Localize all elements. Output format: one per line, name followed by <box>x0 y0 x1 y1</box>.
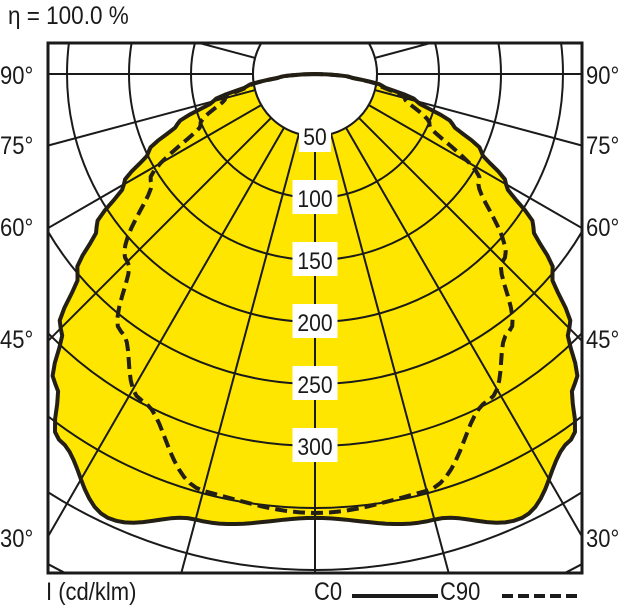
intensity-label-100: 100 <box>297 186 332 213</box>
intensity-label-bg <box>292 304 338 338</box>
intensity-label-50: 50 <box>303 124 326 151</box>
angle-label-left-75: 75° <box>0 132 34 160</box>
angle-label-left-60: 60° <box>0 214 34 242</box>
legend-c90-dashed-swatch <box>502 594 578 598</box>
legend-c0-label: C0 <box>314 578 343 606</box>
intensity-label-bg <box>292 428 338 462</box>
legend-c0-solid-swatch <box>352 594 438 598</box>
intensity-label-300: 300 <box>297 434 332 461</box>
intensity-label-bg <box>292 242 338 276</box>
intensity-labels: 50 100 150 200 250 300 <box>292 118 338 462</box>
intensity-label-250: 250 <box>297 372 332 399</box>
intensity-label-200: 200 <box>297 310 332 337</box>
unit-label: I (cd/klm) <box>46 578 137 606</box>
efficiency-title: η = 100.0 % <box>8 2 129 30</box>
intensity-label-bg <box>292 180 338 214</box>
legend-c90-label: C90 <box>440 578 481 606</box>
c0-curve-solid <box>50 72 580 526</box>
intensity-label-150: 150 <box>297 248 332 275</box>
angle-label-right-75: 75° <box>586 132 620 160</box>
intensity-label-bg <box>299 118 331 152</box>
angle-label-right-30: 30° <box>586 525 620 553</box>
angle-label-right-90: 90° <box>586 62 620 90</box>
angle-label-right-45: 45° <box>586 326 620 354</box>
chart-frame <box>46 41 584 575</box>
intensity-label-bg <box>292 366 338 400</box>
angle-label-left-90: 90° <box>0 62 34 90</box>
angle-label-left-45: 45° <box>0 326 34 354</box>
angle-label-left-30: 30° <box>0 525 34 553</box>
angle-label-right-60: 60° <box>586 214 620 242</box>
c90-curve-dashed <box>115 71 515 516</box>
